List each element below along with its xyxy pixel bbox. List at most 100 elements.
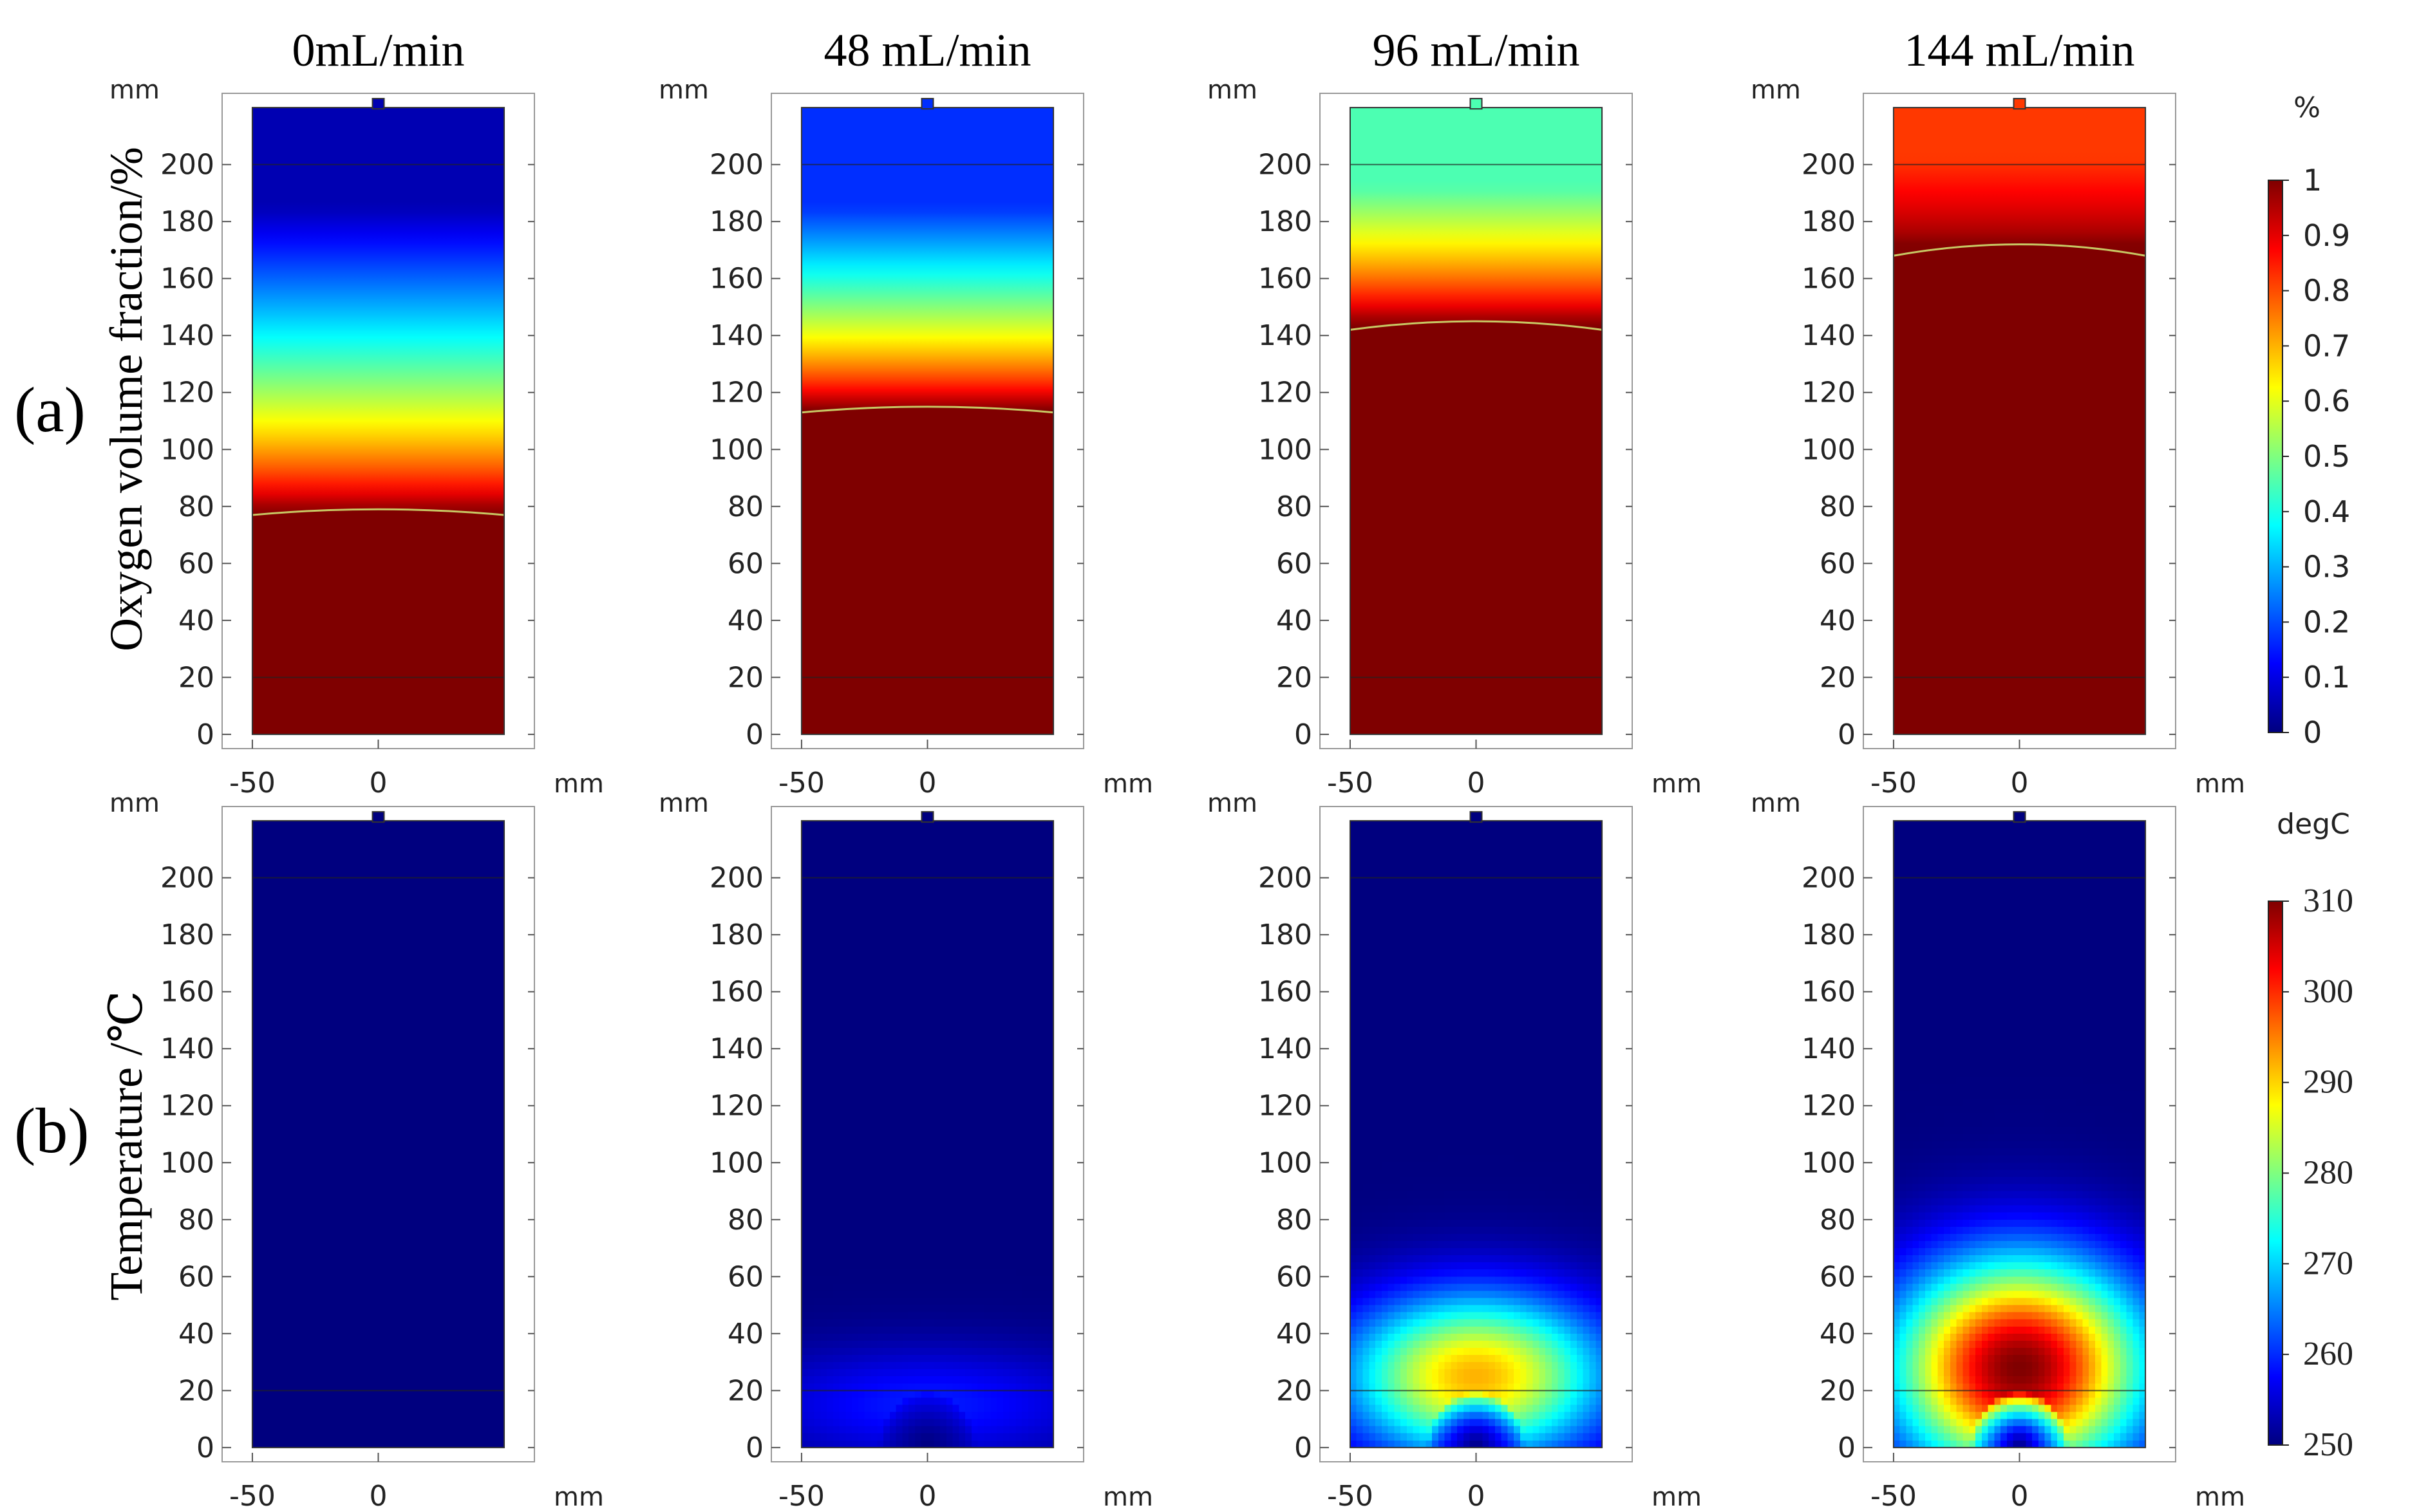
temperature-panel-3-cell	[1526, 863, 1534, 872]
temperature-panel-3-cell	[1507, 920, 1514, 928]
temperature-panel-3-cell	[1463, 863, 1471, 872]
temperature-panel-3-cell	[1451, 821, 1458, 828]
temperature-panel-3-cell	[1539, 956, 1546, 964]
temperature-panel-2-cell	[908, 1383, 916, 1391]
temperature-panel-2-cell	[871, 970, 878, 978]
temperature-panel-3-cell	[1476, 821, 1483, 828]
temperature-panel-2-cell	[801, 1276, 809, 1284]
temperature-panel-2-cell	[921, 1077, 928, 1085]
temperature-panel-2-cell	[827, 899, 834, 907]
temperature-panel-2-cell	[814, 1412, 821, 1420]
temperature-panel-2-cell	[801, 1198, 809, 1206]
temperature-panel-2-cell	[820, 1155, 827, 1163]
temperature-panel-2-cell	[946, 1134, 954, 1142]
temperature-panel-2-cell	[839, 1212, 846, 1220]
temperature-panel-2-cell	[921, 935, 928, 942]
temperature-panel-2-cell	[965, 1191, 972, 1199]
temperature-panel-2-cell	[1009, 1112, 1016, 1121]
temperature-panel-3-cell	[1426, 928, 1433, 935]
temperature-panel-2-cell	[1028, 1155, 1035, 1163]
temperature-panel-2-cell	[952, 1376, 959, 1384]
temperature-panel-2-cell	[1022, 1298, 1029, 1306]
temperature-panel-3-cell	[1444, 884, 1451, 893]
temperature-panel-2-cell	[952, 1020, 959, 1028]
temperature-panel-2-cell	[977, 1226, 985, 1235]
temperature-panel-2-cell	[883, 1070, 890, 1078]
temperature-panel-2-cell	[820, 1426, 827, 1434]
temperature-panel-2-cell	[908, 821, 916, 828]
temperature-panel-2-cell	[1022, 1319, 1029, 1327]
temperature-panel-3-cell	[1558, 949, 1565, 957]
temperature-panel-2-cell	[883, 928, 890, 935]
temperature-panel-3-cell	[1539, 835, 1546, 843]
temperature-panel-3-cell	[1501, 856, 1508, 864]
temperature-panel-2-cell	[1002, 1376, 1010, 1384]
temperature-panel-2-cell	[871, 1198, 878, 1206]
temperature-panel-2-cell	[833, 877, 840, 886]
temperature-panel-2-cell	[965, 1119, 972, 1128]
temperature-panel-3-cell	[1375, 899, 1382, 907]
temperature-panel-2-cell	[971, 991, 979, 1000]
temperature-panel-3-cell	[1564, 970, 1571, 978]
temperature-panel-2-cell	[1009, 1276, 1016, 1284]
temperature-panel-2-cell	[1009, 1240, 1016, 1249]
temperature-panel-2-cell	[807, 1291, 815, 1299]
temperature-panel-2-cell	[934, 1034, 941, 1042]
temperature-panel-2-cell	[896, 998, 903, 1007]
temperature-panel-2-cell	[1028, 1212, 1035, 1220]
temperature-panel-2-cell	[839, 928, 846, 935]
temperature-panel-2-cell	[858, 1326, 865, 1334]
temperature-panel-2-cell	[908, 877, 916, 886]
temperature-panel-2-cell	[902, 842, 909, 850]
temperature-panel-2-cell	[977, 877, 985, 886]
temperature-panel-2-cell	[965, 1162, 972, 1170]
temperature-panel-3-cell	[1576, 884, 1584, 893]
temperature-panel-3-cell	[1457, 870, 1464, 879]
temperature-panel-2-cell	[965, 1240, 972, 1249]
temperature-panel-2-cell	[858, 1198, 865, 1206]
temperature-panel-2-cell	[908, 906, 916, 914]
temperature-panel-3-cell	[1570, 991, 1577, 1000]
temperature-panel-2-cell	[902, 828, 909, 835]
temperature-panel-3-cell	[1507, 942, 1514, 949]
temperature-panel-3-cell	[1444, 942, 1451, 949]
temperature-panel-3-cell	[1375, 942, 1382, 949]
temperature-panel-2-cell	[807, 1126, 815, 1135]
temperature-panel-2-cell	[807, 1119, 815, 1128]
temperature-panel-2-cell	[946, 1412, 954, 1420]
temperature-panel-3-cell	[1514, 970, 1521, 978]
temperature-panel-2-cell	[889, 1005, 897, 1014]
temperature-panel-3-cell	[1356, 835, 1364, 843]
temperature-panel-3-cell	[1406, 1027, 1414, 1035]
temperature-panel-2-cell	[801, 1312, 809, 1320]
temperature-panel-2-cell	[1009, 849, 1016, 857]
temperature-panel-2-cell	[946, 1098, 954, 1106]
temperature-panel-2-cell	[807, 1098, 815, 1106]
temperature-panel-3-cell	[1444, 842, 1451, 850]
temperature-panel-2-cell	[839, 891, 846, 900]
temperature-panel-2-cell	[1015, 1340, 1022, 1349]
temperature-panel-3-cell	[1476, 963, 1483, 971]
oxygen-panel-3-ytick-label: 20	[1276, 661, 1312, 694]
temperature-panel-2-cell	[977, 1098, 985, 1106]
temperature-panel-2-cell	[977, 1333, 985, 1341]
temperature-panel-2-cell	[820, 928, 827, 935]
temperature-panel-2-cell	[820, 1226, 827, 1235]
temperature-panel-2-cell	[902, 1126, 909, 1135]
temperature-panel-2-cell	[908, 1369, 916, 1377]
temperature-panel-2-cell	[871, 1049, 878, 1056]
temperature-panel-2-cell	[908, 1248, 916, 1256]
temperature-panel-3-cell	[1501, 1013, 1508, 1021]
temperature-panel-3-cell	[1394, 1013, 1401, 1021]
temperature-panel-2-cell	[852, 1376, 859, 1384]
temperature-panel-2-cell	[1034, 1162, 1042, 1170]
temperature-panel-3-cell	[1356, 828, 1364, 835]
temperature-panel-3-cell	[1520, 863, 1527, 872]
temperature-panel-3-cell	[1419, 842, 1426, 850]
temperature-panel-3-cell	[1494, 956, 1502, 964]
temperature-panel-2-cell	[1022, 949, 1029, 957]
temperature-panel-3-cell	[1526, 991, 1534, 1000]
temperature-panel-2-ytick-label: 120	[710, 1090, 764, 1123]
temperature-panel-3-cell	[1413, 863, 1420, 872]
temperature-panel-3-cell	[1501, 821, 1508, 828]
